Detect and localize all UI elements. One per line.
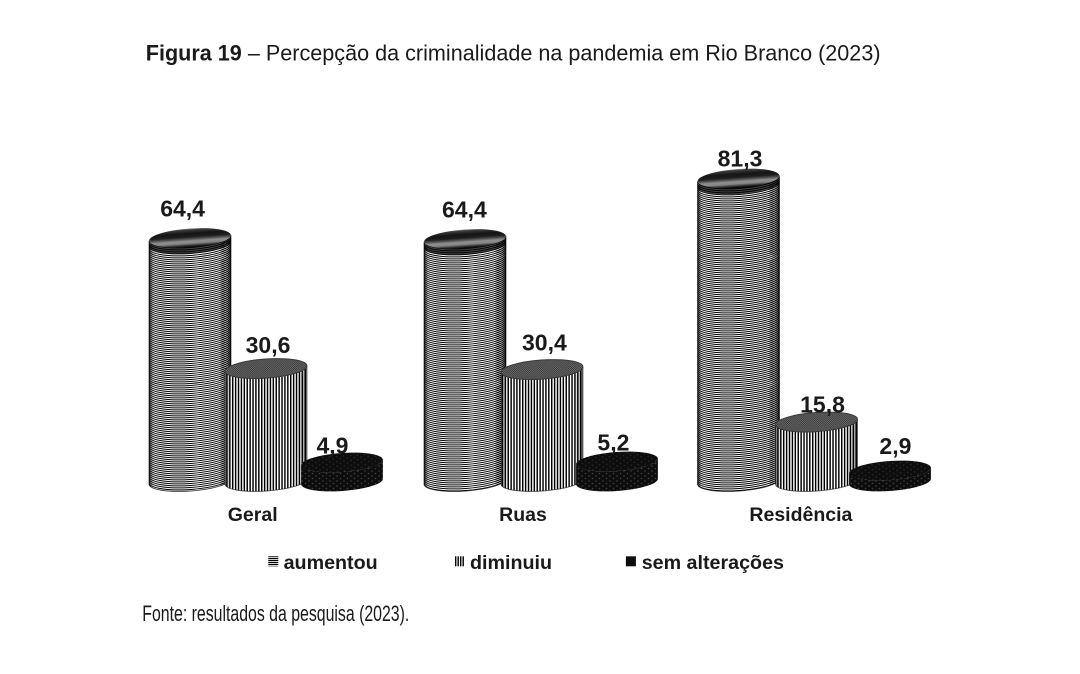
svg-text:30,4: 30,4 xyxy=(522,330,567,356)
svg-text:Residência: Residência xyxy=(749,504,852,526)
svg-text:30,6: 30,6 xyxy=(246,332,291,358)
svg-text:sem alterações: sem alterações xyxy=(642,552,784,574)
svg-text:5,2: 5,2 xyxy=(597,429,629,455)
svg-text:Figura 19 – Percepção da crimi: Figura 19 – Percepção da criminalidade n… xyxy=(146,40,881,65)
svg-text:64,4: 64,4 xyxy=(442,197,487,223)
svg-text:aumentou: aumentou xyxy=(284,552,378,574)
svg-text:2,9: 2,9 xyxy=(879,433,911,459)
svg-text:Ruas: Ruas xyxy=(499,504,547,526)
svg-text:Fonte: resultados da pesquisa: Fonte: resultados da pesquisa (2023). xyxy=(142,601,409,626)
svg-text:Geral: Geral xyxy=(228,504,278,526)
svg-text:81,3: 81,3 xyxy=(718,146,763,172)
svg-text:15,8: 15,8 xyxy=(800,392,845,418)
svg-text:diminuiu: diminuiu xyxy=(470,552,552,574)
svg-text:4,9: 4,9 xyxy=(317,433,349,459)
svg-text:64,4: 64,4 xyxy=(160,196,205,222)
